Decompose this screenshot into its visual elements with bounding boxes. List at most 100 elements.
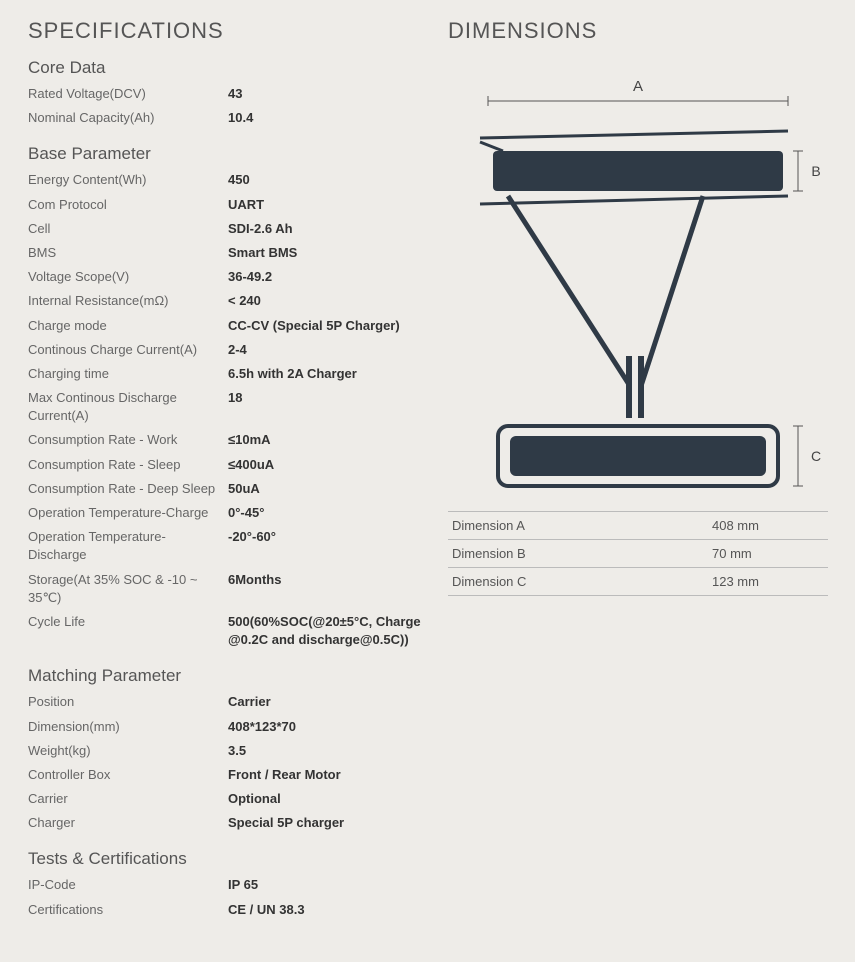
dimensions-row: Dimension B70 mm [448,540,828,568]
spec-row: ChargerSpecial 5P charger [28,811,428,835]
spec-row: Controller BoxFront / Rear Motor [28,763,428,787]
spec-row: Nominal Capacity(Ah)10.4 [28,106,428,130]
dimensions-row: Dimension A408 mm [448,512,828,540]
spec-row: Storage(At 35% SOC & -10 ~ 35℃)6Months [28,568,428,610]
spec-value: 500(60%SOC(@20±5°C, Charge @0.2C and dis… [228,613,428,649]
spec-label: Energy Content(Wh) [28,171,228,189]
diagram-svg: A [448,56,828,496]
spec-row: Cycle Life500(60%SOC(@20±5°C, Charge @0.… [28,610,428,652]
spec-row: Weight(kg)3.5 [28,739,428,763]
spec-row: CarrierOptional [28,787,428,811]
spec-label: Com Protocol [28,196,228,214]
spec-value: Front / Rear Motor [228,766,428,784]
spec-value: 450 [228,171,428,189]
spec-label: Operation Temperature-Discharge [28,528,228,564]
spec-value: Special 5P charger [228,814,428,832]
spec-row: Com ProtocolUART [28,193,428,217]
top-view [498,426,778,486]
spec-row: CertificationsCE / UN 38.3 [28,898,428,922]
spec-row: Continous Charge Current(A)2-4 [28,338,428,362]
spec-value: UART [228,196,428,214]
dimension-label: Dimension B [448,540,708,568]
spec-label: Cycle Life [28,613,228,631]
dim-label-c: C [811,448,821,464]
spec-row: CellSDI-2.6 Ah [28,217,428,241]
spec-row: Max Continous Discharge Current(A)18 [28,386,428,428]
spec-label: Nominal Capacity(Ah) [28,109,228,127]
spec-label: Voltage Scope(V) [28,268,228,286]
dimensions-row: Dimension C123 mm [448,568,828,596]
spec-value: Smart BMS [228,244,428,262]
spec-label: Charge mode [28,317,228,335]
specifications-column: SPECIFICATIONS Core DataRated Voltage(DC… [28,18,428,922]
dimension-value: 70 mm [708,540,828,568]
dim-label-b: B [811,163,820,179]
spec-row: Consumption Rate - Sleep≤400uA [28,453,428,477]
spec-label: Operation Temperature-Charge [28,504,228,522]
spec-value: 50uA [228,480,428,498]
spec-value: 18 [228,389,428,407]
spec-label: Rated Voltage(DCV) [28,85,228,103]
spec-row: Voltage Scope(V)36-49.2 [28,265,428,289]
side-view [480,131,788,418]
spec-value: ≤10mA [228,431,428,449]
spec-value: Optional [228,790,428,808]
spec-label: Charger [28,814,228,832]
spec-label: Position [28,693,228,711]
dimension-label: Dimension C [448,568,708,596]
spec-row: Rated Voltage(DCV)43 [28,82,428,106]
spec-label: Storage(At 35% SOC & -10 ~ 35℃) [28,571,228,607]
spec-group-title: Tests & Certifications [28,849,428,869]
dimension-value: 123 mm [708,568,828,596]
spec-label: Carrier [28,790,228,808]
dimension-label: Dimension A [448,512,708,540]
spec-group-title: Base Parameter [28,144,428,164]
spec-label: Charging time [28,365,228,383]
dimensions-column: DIMENSIONS A [448,18,828,922]
spec-label: Certifications [28,901,228,919]
spec-label: Consumption Rate - Work [28,431,228,449]
spec-value: Carrier [228,693,428,711]
spec-label: Consumption Rate - Sleep [28,456,228,474]
spec-value: 6.5h with 2A Charger [228,365,428,383]
dim-bracket-b: B [793,151,821,191]
spec-row: Dimension(mm)408*123*70 [28,715,428,739]
spec-row: PositionCarrier [28,690,428,714]
spec-label: Max Continous Discharge Current(A) [28,389,228,425]
spec-label: IP-Code [28,876,228,894]
spec-group-title: Matching Parameter [28,666,428,686]
spec-label: BMS [28,244,228,262]
spec-row: IP-CodeIP 65 [28,873,428,897]
spec-label: Internal Resistance(mΩ) [28,292,228,310]
spec-row: Operation Temperature-Discharge-20°-60° [28,525,428,567]
specifications-title: SPECIFICATIONS [28,18,428,44]
spec-value: 10.4 [228,109,428,127]
dimensions-table: Dimension A408 mmDimension B70 mmDimensi… [448,511,828,596]
spec-value: 2-4 [228,341,428,359]
dim-bracket-c: C [793,426,821,486]
spec-value: 6Months [228,571,428,589]
spec-value: CE / UN 38.3 [228,901,428,919]
spec-row: Charge modeCC-CV (Special 5P Charger) [28,314,428,338]
dimension-value: 408 mm [708,512,828,540]
spec-row: Energy Content(Wh)450 [28,168,428,192]
spec-label: Weight(kg) [28,742,228,760]
spec-row: Consumption Rate - Work≤10mA [28,428,428,452]
spec-row: Charging time6.5h with 2A Charger [28,362,428,386]
spec-value: ≤400uA [228,456,428,474]
spec-value: 0°-45° [228,504,428,522]
spec-row: Internal Resistance(mΩ)< 240 [28,289,428,313]
spec-groups: Core DataRated Voltage(DCV)43Nominal Cap… [28,58,428,922]
spec-value: 3.5 [228,742,428,760]
spec-value: IP 65 [228,876,428,894]
dim-bracket-a: A [488,78,788,106]
dimensions-diagram: A [448,56,828,501]
spec-value: 43 [228,85,428,103]
spec-value: 408*123*70 [228,718,428,736]
dimensions-title: DIMENSIONS [448,18,828,44]
spec-row: Operation Temperature-Charge0°-45° [28,501,428,525]
spec-value: CC-CV (Special 5P Charger) [228,317,428,335]
spec-value: < 240 [228,292,428,310]
spec-label: Dimension(mm) [28,718,228,736]
dim-label-a: A [633,78,643,95]
